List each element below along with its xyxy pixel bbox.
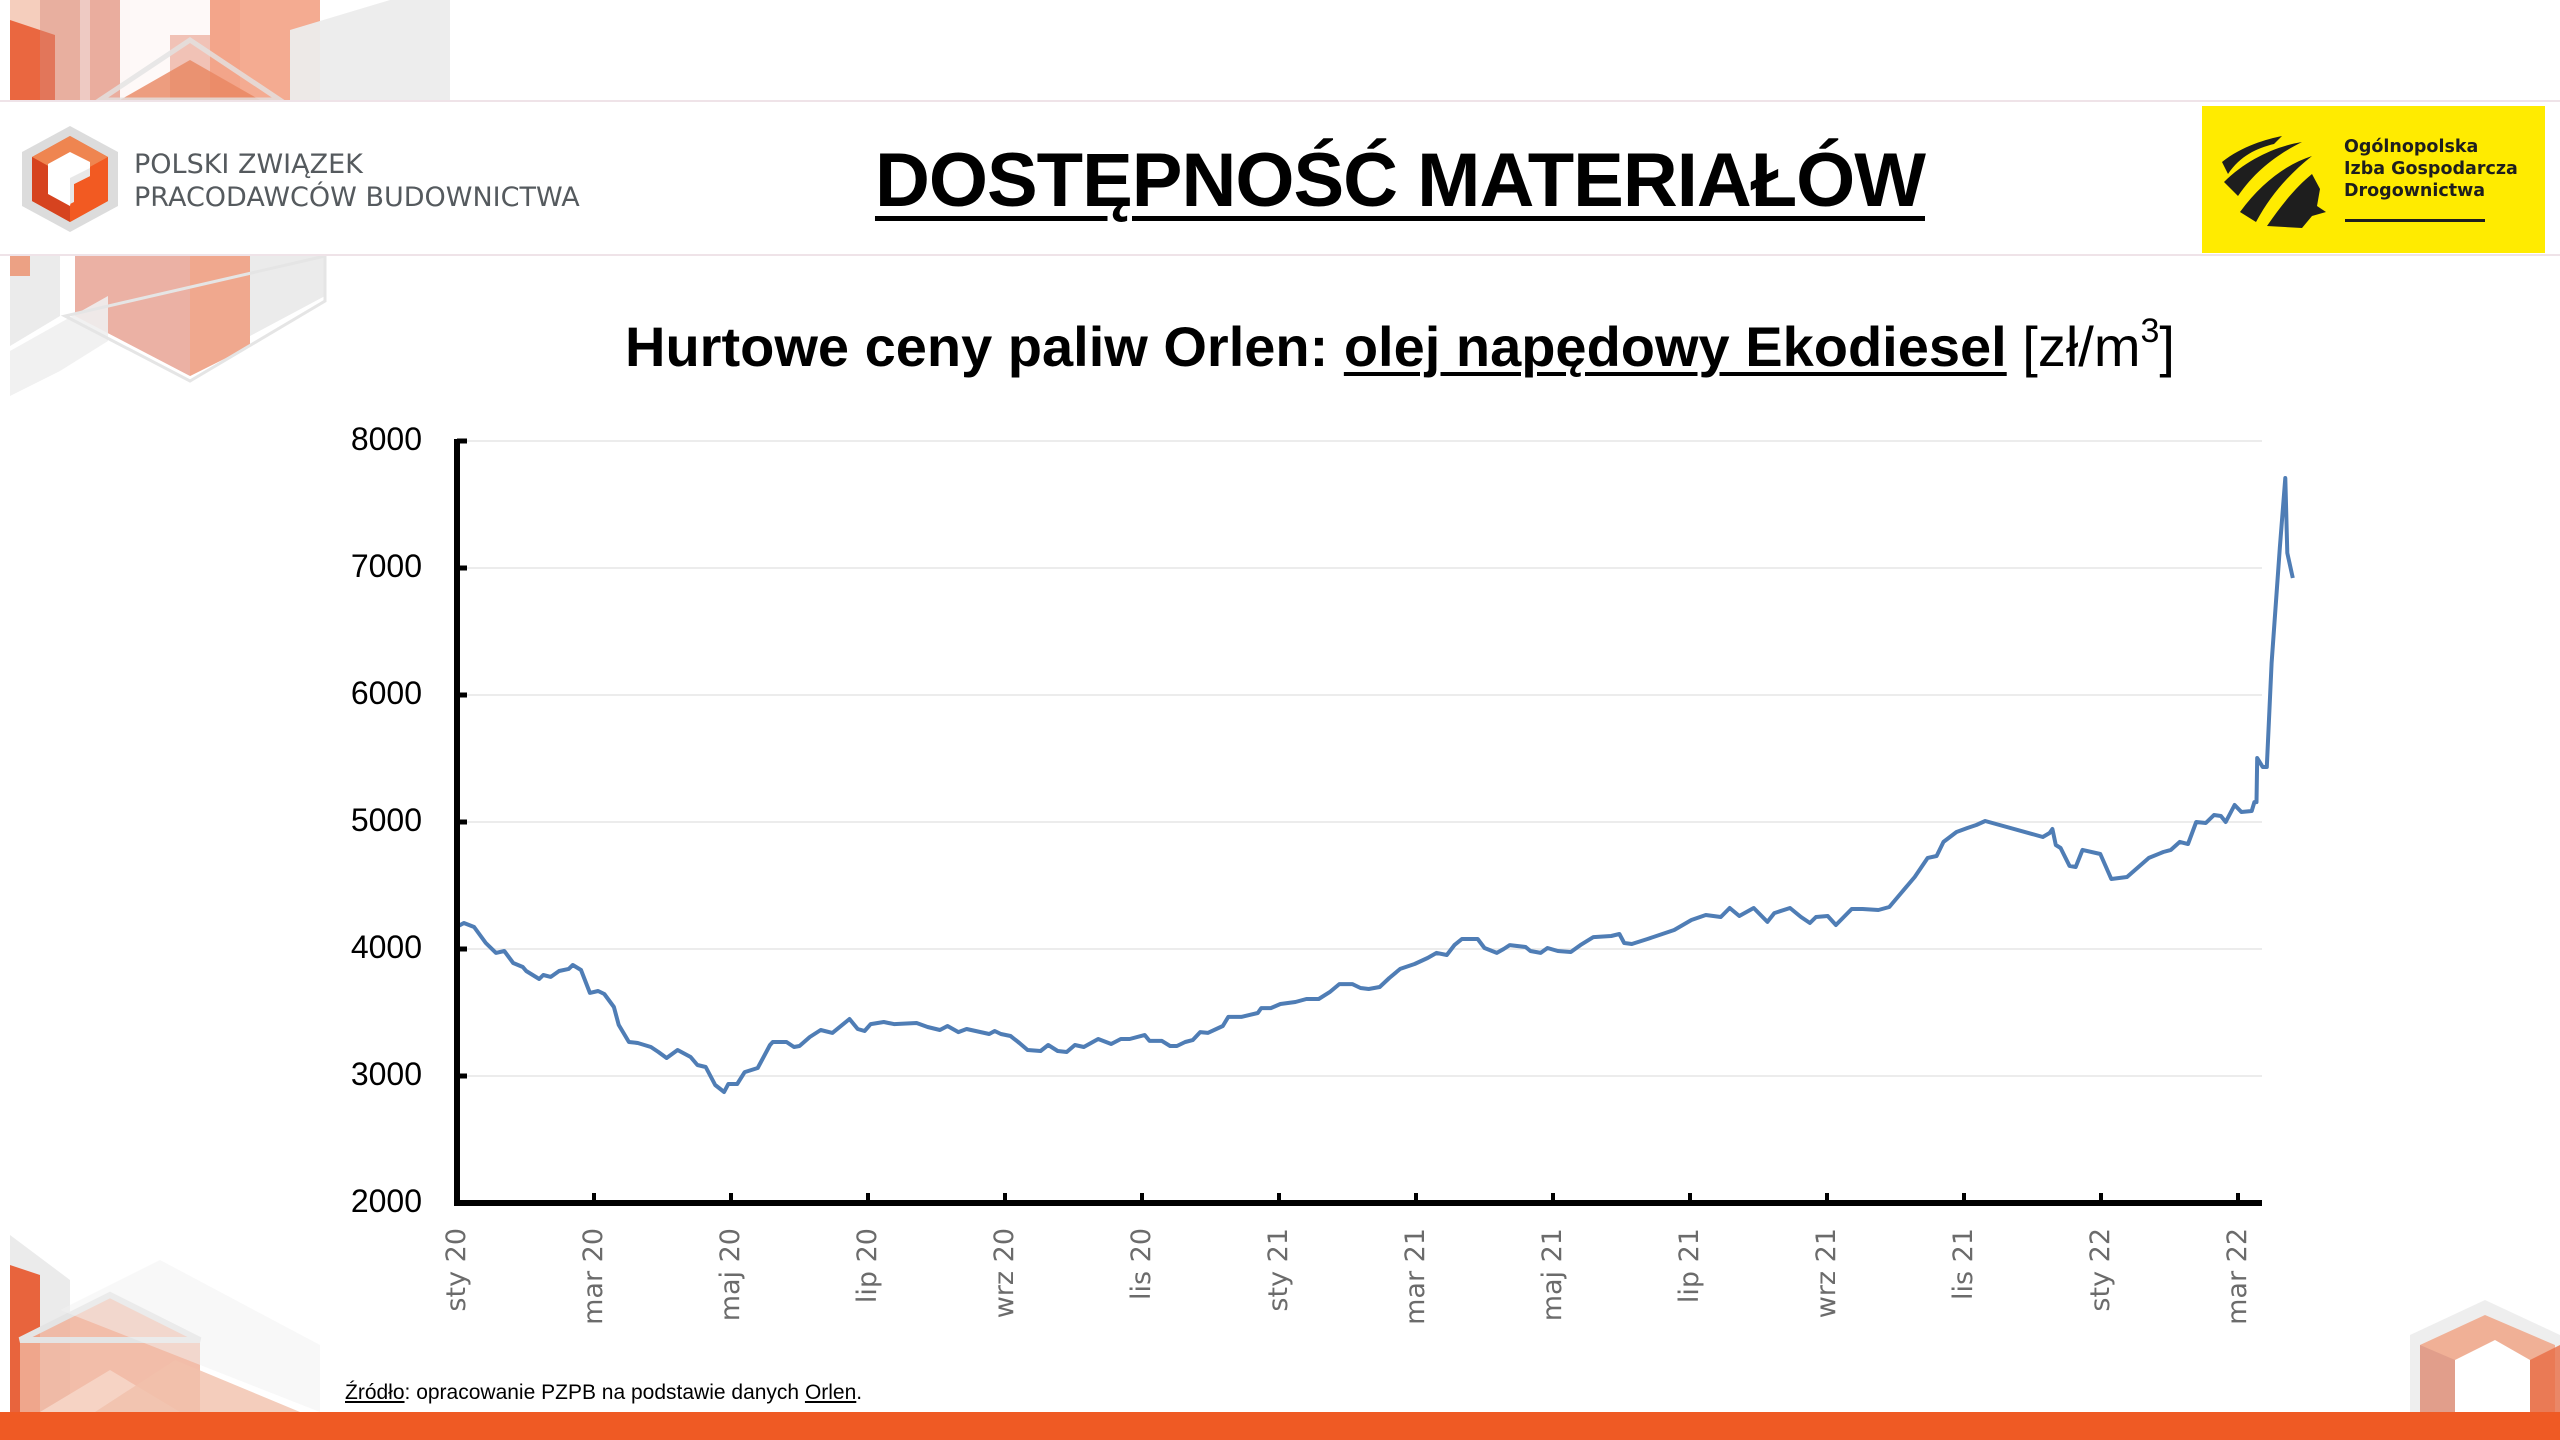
- x-tick-label: lip 21: [1674, 1228, 1705, 1304]
- source-text: : opracowanie PZPB na podstawie danych: [404, 1381, 805, 1404]
- source-note: Źródło: opracowanie PZPB na podstawie da…: [345, 1380, 862, 1406]
- oigd-road-stripes-icon: [2222, 136, 2326, 228]
- bottom-accent-bar: [0, 1412, 2560, 1440]
- pzpb-logo-line2: PRACODAWCÓW BUDOWNICTWA: [134, 182, 580, 213]
- x-tick-label: sty 21: [1263, 1228, 1294, 1312]
- x-tick-label: mar 20: [578, 1228, 609, 1325]
- x-tick-label: mar 22: [2222, 1228, 2253, 1325]
- y-tick-label: 5000: [350, 802, 422, 838]
- x-tick-label: maj 20: [715, 1228, 746, 1322]
- x-tick-label: sty 22: [2085, 1228, 2116, 1312]
- oigd-partner-logo: Ogólnopolska Izba Gospodarcza Drogownict…: [2202, 106, 2545, 253]
- y-tick-label: 3000: [350, 1056, 422, 1092]
- x-tick-label: sty 20: [441, 1228, 472, 1312]
- x-tick-label: mar 21: [1400, 1228, 1431, 1325]
- oigd-line1: Ogólnopolska: [2344, 137, 2479, 157]
- oigd-line2: Izba Gospodarcza: [2344, 159, 2518, 179]
- chart-title: Hurtowe ceny paliw Orlen: olej napędowy …: [0, 296, 2560, 382]
- y-tick-label: 8000: [350, 421, 422, 457]
- y-tick-label: 7000: [350, 548, 422, 584]
- pzpb-logo-text: POLSKI ZWIĄZEK PRACODAWCÓW BUDOWNICTWA: [134, 148, 580, 214]
- x-tick-label: wrz 21: [1811, 1228, 1842, 1319]
- pzpb-cube-logo-icon: [22, 126, 118, 232]
- source-label: Źródło: [345, 1381, 405, 1404]
- y-tick-label: 4000: [350, 929, 422, 965]
- page-title: DOSTĘPNOŚĆ MATERIAŁÓW: [874, 138, 1926, 223]
- y-tick-label: 2000: [350, 1183, 422, 1219]
- x-tick-label: lis 20: [1126, 1228, 1157, 1301]
- chart-title-unit-close: ]: [2159, 315, 2175, 378]
- chart-gridlines: [457, 440, 2262, 1077]
- x-tick-label: lip 20: [852, 1228, 883, 1304]
- chart-axes: [454, 438, 2262, 1206]
- chart-title-prefix: Hurtowe ceny paliw Orlen:: [625, 315, 1344, 378]
- source-orlen-link[interactable]: Orlen: [804, 1381, 857, 1404]
- chart-title-unit-exponent: 3: [2140, 312, 2160, 350]
- header-band: [0, 100, 2560, 256]
- pzpb-logo-line1: POLSKI ZWIĄZEK: [134, 149, 363, 180]
- x-tick-label: lis 21: [1948, 1228, 1979, 1301]
- x-tick-label: maj 21: [1537, 1228, 1568, 1322]
- source-period: .: [856, 1381, 863, 1404]
- chart-title-unit: [zł/m: [2006, 315, 2141, 378]
- x-tick-label: wrz 20: [989, 1228, 1020, 1319]
- oigd-logo-text: Ogólnopolska Izba Gospodarcza Drogownict…: [2344, 136, 2518, 202]
- chart-title-product: olej napędowy Ekodiesel: [1343, 315, 2007, 378]
- diesel-price-line: [457, 476, 2295, 1094]
- y-tick-label: 6000: [350, 675, 422, 711]
- oigd-line3: Drogownictwa: [2344, 181, 2486, 201]
- oigd-underline-rule: [2345, 219, 2485, 222]
